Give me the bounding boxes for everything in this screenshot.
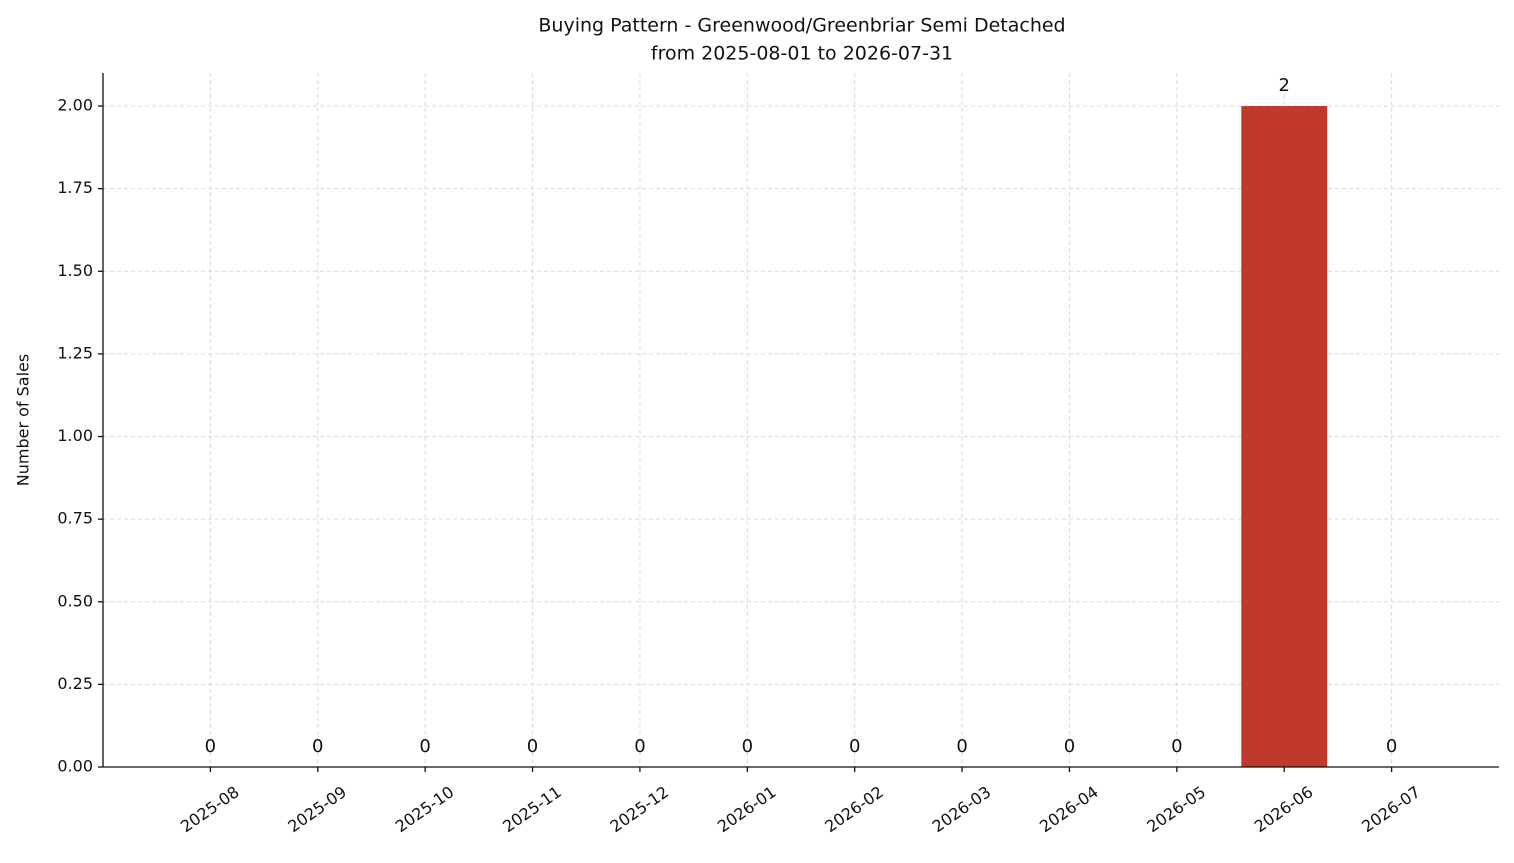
- y-tick-label: 2.00: [57, 96, 93, 115]
- value-label: 0: [205, 736, 216, 757]
- value-label: 0: [1171, 736, 1182, 757]
- y-tick-label: 0.75: [57, 509, 93, 528]
- y-axis-label: Number of Sales: [14, 354, 33, 486]
- x-tick-label: 2026-05: [1143, 782, 1209, 836]
- value-label: 0: [742, 736, 753, 757]
- x-tick-label: 2026-02: [821, 782, 887, 836]
- x-tick-label: 2025-08: [177, 782, 243, 836]
- x-tick-label: 2026-06: [1251, 782, 1317, 836]
- x-tick-label: 2026-03: [929, 782, 995, 836]
- value-label: 2: [1279, 75, 1290, 96]
- chart-title: Buying Pattern - Greenwood/Greenbriar Se…: [538, 15, 1065, 37]
- y-tick-label: 1.75: [57, 178, 93, 197]
- y-tick-label: 0.25: [57, 674, 93, 693]
- y-tick-label: 1.25: [57, 343, 93, 362]
- y-tick-label: 0.00: [57, 757, 93, 776]
- x-tick-label: 2025-12: [607, 782, 673, 836]
- x-tick-label: 2025-11: [499, 782, 565, 836]
- y-tick-label: 1.00: [57, 426, 93, 445]
- y-tick-label: 0.50: [57, 591, 93, 610]
- x-tick-label: 2026-04: [1036, 782, 1102, 836]
- value-label: 0: [1064, 736, 1075, 757]
- value-label: 0: [634, 736, 645, 757]
- value-label: 0: [527, 736, 538, 757]
- value-label: 0: [312, 736, 323, 757]
- chart-subtitle: from 2025-08-01 to 2026-07-31: [651, 43, 953, 65]
- x-tick-label: 2026-01: [714, 782, 780, 836]
- value-label: 0: [849, 736, 860, 757]
- y-tick-label: 1.50: [57, 261, 93, 280]
- x-tick-label: 2025-10: [392, 782, 458, 836]
- x-tick-label: 2026-07: [1358, 782, 1424, 836]
- value-label: 0: [419, 736, 430, 757]
- value-label: 0: [956, 736, 967, 757]
- bar: [1241, 106, 1328, 768]
- value-label: 0: [1386, 736, 1397, 757]
- x-tick-label: 2025-09: [284, 782, 350, 836]
